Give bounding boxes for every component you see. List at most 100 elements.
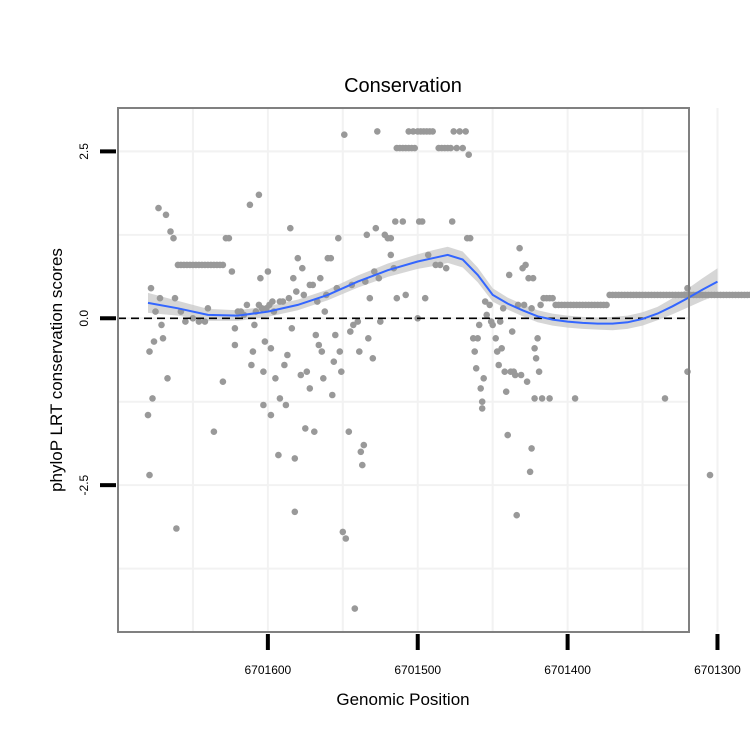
data-point <box>475 321 483 329</box>
data-point <box>442 264 450 272</box>
data-point <box>532 355 540 362</box>
data-point <box>399 218 407 225</box>
data-point <box>260 401 267 409</box>
data-point <box>267 345 275 352</box>
data-point <box>363 231 371 239</box>
data-point <box>371 268 378 275</box>
x-tick-label: 6701300 <box>694 663 741 677</box>
data-point <box>747 291 750 299</box>
data-point <box>498 345 506 352</box>
data-point <box>489 321 497 329</box>
data-point <box>369 355 377 362</box>
x-tick-label: 6701600 <box>245 663 292 677</box>
data-point <box>448 218 456 225</box>
data-point <box>144 411 152 419</box>
data-point <box>210 428 218 436</box>
data-point <box>393 294 401 302</box>
data-point <box>531 345 538 352</box>
data-point <box>330 358 338 366</box>
chart-title: Conservation <box>344 75 462 97</box>
data-point <box>321 308 329 315</box>
data-point <box>499 305 507 312</box>
data-point <box>279 298 287 305</box>
data-point <box>173 525 180 532</box>
data-point <box>375 274 383 282</box>
data-point <box>146 471 153 479</box>
data-point <box>291 508 299 516</box>
data-point <box>522 261 529 269</box>
data-point <box>411 144 419 152</box>
data-point <box>345 428 353 436</box>
x-tick-label: 6701500 <box>394 663 441 677</box>
data-point <box>284 351 291 359</box>
data-point <box>167 228 174 235</box>
data-point <box>402 291 410 299</box>
data-point <box>311 428 318 436</box>
data-point <box>520 301 528 309</box>
data-point <box>472 365 480 372</box>
data-point <box>249 348 257 355</box>
data-point <box>285 294 293 302</box>
data-point <box>706 471 714 479</box>
confidence-band <box>148 246 718 331</box>
data-point <box>204 305 212 312</box>
data-point <box>456 128 464 135</box>
data-point <box>546 395 553 402</box>
data-point <box>418 218 426 225</box>
data-point <box>219 378 227 386</box>
x-axis-title: Genomic Position <box>336 690 469 709</box>
data-point <box>275 451 282 459</box>
data-point <box>306 385 314 392</box>
data-point <box>528 305 535 312</box>
data-point <box>351 605 359 612</box>
data-point <box>162 211 170 219</box>
data-point <box>228 268 236 275</box>
data-point <box>272 375 279 382</box>
data-point <box>511 371 519 379</box>
data-point <box>300 291 308 299</box>
data-point <box>508 328 516 335</box>
data-point <box>516 244 523 252</box>
data-point <box>359 461 366 469</box>
data-point <box>255 191 263 199</box>
data-point <box>392 218 399 225</box>
data-point <box>459 144 467 152</box>
data-point <box>529 274 537 282</box>
data-point <box>478 405 486 412</box>
data-point <box>528 445 535 452</box>
data-point <box>421 294 429 302</box>
data-point <box>317 274 324 282</box>
data-point <box>357 448 365 456</box>
x-tick-label: 6701400 <box>544 663 591 677</box>
data-point <box>496 318 504 325</box>
data-point <box>377 318 384 325</box>
data-point <box>342 535 350 542</box>
data-point <box>360 441 368 449</box>
data-point <box>504 431 512 439</box>
data-point <box>477 385 485 392</box>
data-point <box>436 261 444 269</box>
data-point <box>531 395 538 402</box>
data-point <box>480 375 488 382</box>
x-axis-ticks: 6701600 6701500 6701400 6701300 <box>245 634 741 677</box>
data-point <box>513 511 520 519</box>
data-point <box>164 375 171 382</box>
data-point <box>287 224 294 232</box>
data-point <box>538 395 546 402</box>
data-point <box>486 301 494 309</box>
data-point <box>261 338 269 345</box>
data-point <box>450 128 458 135</box>
data-point <box>465 151 473 158</box>
data-point <box>282 401 290 409</box>
data-point <box>336 348 344 355</box>
data-point <box>149 395 156 402</box>
data-point <box>466 234 474 242</box>
data-point <box>182 318 189 325</box>
data-point <box>374 128 381 135</box>
data-point <box>302 425 309 432</box>
data-point <box>276 395 284 402</box>
data-point <box>315 341 323 349</box>
data-point <box>424 251 432 259</box>
data-point <box>478 398 486 406</box>
data-point <box>170 234 177 242</box>
